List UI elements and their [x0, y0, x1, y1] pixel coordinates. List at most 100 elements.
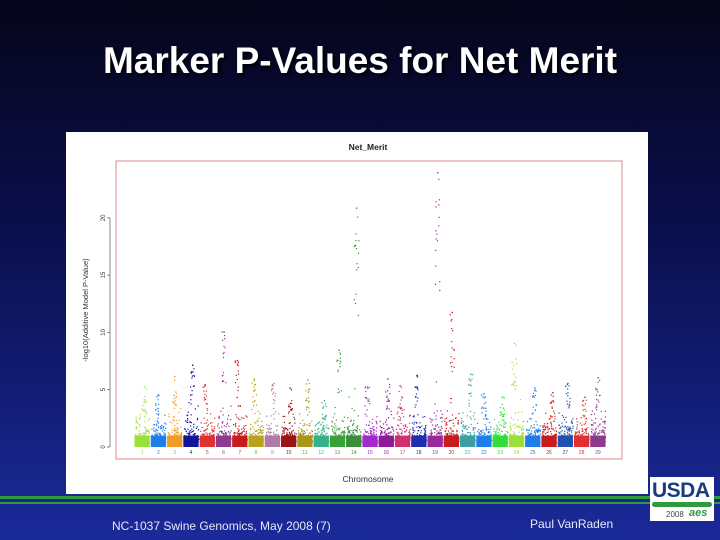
marker-point	[145, 440, 147, 442]
marker-point	[157, 399, 159, 401]
marker-point	[596, 441, 598, 443]
marker-point	[576, 440, 578, 443]
marker-point	[228, 415, 230, 417]
marker-point	[304, 442, 306, 444]
marker-point	[450, 398, 452, 400]
marker-point	[174, 442, 176, 444]
marker-point	[226, 423, 228, 425]
marker-point	[430, 419, 432, 421]
marker-point	[406, 436, 408, 438]
marker-point	[196, 435, 198, 437]
marker-point	[339, 366, 341, 368]
marker-point	[324, 416, 326, 418]
marker-point	[255, 437, 257, 439]
marker-point	[352, 441, 354, 443]
marker-point	[145, 432, 147, 434]
marker-point	[565, 438, 567, 440]
marker-point	[335, 437, 337, 439]
marker-point	[332, 416, 334, 418]
marker-point	[316, 440, 318, 443]
marker-point	[545, 426, 547, 428]
marker-point	[333, 432, 335, 434]
marker-point	[266, 434, 268, 436]
marker-point	[349, 440, 351, 442]
marker-point	[375, 437, 377, 439]
marker-point	[339, 438, 341, 440]
marker-point	[303, 423, 305, 425]
marker-point	[423, 434, 425, 437]
marker-point	[466, 441, 468, 443]
marker-point	[219, 440, 221, 442]
marker-point	[593, 422, 595, 424]
marker-point	[141, 440, 143, 442]
usda-swoosh-icon	[652, 502, 712, 507]
marker-point	[445, 428, 448, 430]
marker-point	[371, 436, 373, 438]
marker-point	[347, 433, 349, 435]
marker-point	[310, 440, 312, 442]
marker-point	[338, 391, 341, 393]
marker-point	[547, 442, 549, 444]
marker-point	[436, 438, 438, 440]
marker-point	[384, 434, 386, 436]
marker-point	[595, 407, 597, 409]
marker-point	[593, 440, 595, 443]
marker-point	[203, 417, 205, 419]
marker-point	[440, 439, 442, 441]
marker-point	[202, 386, 204, 388]
marker-point	[530, 441, 532, 443]
marker-point	[551, 406, 553, 408]
marker-point	[421, 438, 423, 440]
marker-point	[553, 420, 555, 422]
marker-point	[203, 442, 205, 444]
marker-point	[230, 438, 232, 440]
marker-point	[290, 389, 292, 391]
marker-point	[372, 430, 374, 432]
marker-point	[409, 438, 411, 440]
marker-point	[464, 425, 466, 428]
marker-point	[210, 441, 212, 443]
marker-point	[602, 429, 604, 431]
marker-point	[342, 439, 344, 441]
marker-point	[222, 414, 224, 416]
marker-point	[563, 416, 565, 418]
marker-point	[425, 437, 427, 439]
marker-point	[277, 437, 279, 439]
marker-point	[496, 439, 498, 441]
marker-point	[503, 419, 505, 421]
marker-point	[437, 424, 439, 426]
marker-point	[515, 376, 517, 379]
marker-point	[164, 436, 167, 438]
marker-point	[191, 441, 193, 444]
marker-point	[282, 437, 284, 439]
marker-point	[580, 417, 582, 419]
marker-point	[226, 442, 228, 444]
marker-point	[584, 422, 586, 424]
marker-point	[298, 437, 300, 439]
marker-point	[301, 437, 303, 439]
marker-point	[503, 421, 505, 423]
marker-point	[307, 437, 309, 439]
marker-point	[217, 437, 219, 439]
marker-point	[351, 434, 353, 436]
marker-point	[417, 389, 419, 391]
marker-point	[190, 394, 192, 396]
marker-point	[317, 422, 319, 424]
marker-point	[375, 421, 378, 424]
marker-point	[346, 426, 348, 428]
marker-point	[179, 439, 181, 441]
marker-point	[204, 422, 206, 424]
marker-point	[560, 426, 562, 428]
marker-point	[344, 437, 346, 439]
marker-point	[527, 432, 529, 434]
marker-point	[168, 439, 170, 441]
marker-point	[163, 440, 165, 442]
marker-point	[461, 436, 463, 439]
marker-point	[289, 433, 291, 435]
marker-point	[292, 436, 294, 438]
marker-point	[204, 398, 206, 400]
marker-point	[386, 438, 388, 440]
marker-point	[509, 439, 511, 441]
marker-point	[257, 429, 260, 431]
marker-point	[546, 422, 549, 424]
